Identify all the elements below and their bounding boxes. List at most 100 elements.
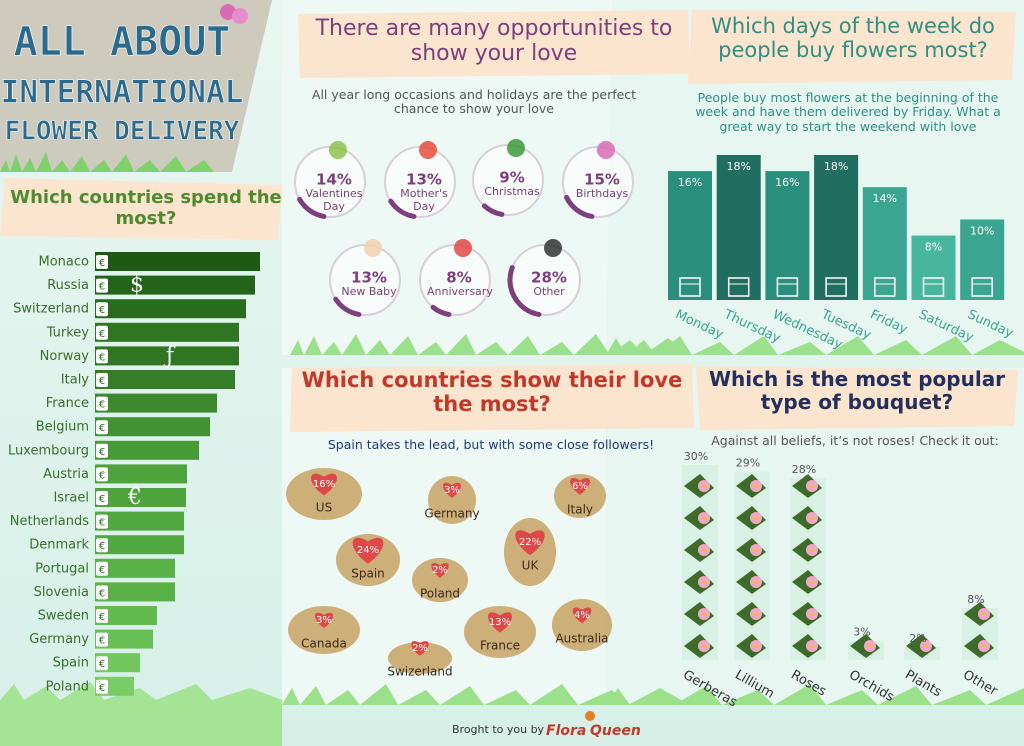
tag: €	[99, 494, 105, 505]
value-label: 28%	[531, 269, 567, 287]
chart-title: Which is the most popular type of bouque…	[708, 367, 1006, 414]
bar	[814, 155, 859, 300]
bar	[95, 558, 175, 578]
country-shape	[412, 558, 468, 602]
icon	[597, 141, 615, 159]
bar	[790, 478, 826, 660]
tag-bg	[96, 679, 108, 694]
tag: €	[99, 352, 105, 363]
value-label: 13%	[351, 269, 387, 287]
icon	[329, 141, 347, 159]
value-label: 4%	[574, 610, 590, 621]
heart	[570, 478, 590, 495]
ring-arc	[333, 296, 362, 317]
country-label: Canada	[301, 637, 347, 651]
heart	[314, 612, 334, 628]
country-label: Germany	[424, 507, 479, 521]
bar	[95, 606, 157, 625]
ring-arc	[564, 194, 595, 219]
bar	[95, 299, 246, 319]
value-label: 2%	[412, 643, 428, 654]
heart	[442, 482, 462, 498]
flower-center	[868, 644, 872, 648]
flower-center	[702, 484, 706, 488]
country-shape	[288, 606, 360, 654]
tag: €	[99, 636, 105, 647]
bar	[95, 393, 217, 413]
brand: Queen	[590, 723, 641, 739]
bar	[95, 535, 184, 555]
category-label: Mother's Day	[400, 187, 448, 213]
heart	[487, 612, 513, 633]
banner	[688, 10, 1016, 84]
tag: €	[99, 588, 105, 599]
y-tick-label: Norway	[40, 349, 90, 364]
country-label: Poland	[420, 587, 460, 601]
bar	[765, 171, 810, 300]
flower-center	[702, 644, 706, 648]
country-shape	[552, 599, 612, 651]
category-label: Anniversary	[427, 285, 493, 298]
tag: €	[99, 565, 105, 576]
tag-bg	[96, 420, 108, 435]
y-tick-label: Denmark	[29, 538, 89, 553]
tag: €	[99, 659, 105, 670]
calendar-icon	[971, 277, 993, 297]
bouquet-stack	[962, 602, 998, 660]
flower-center	[754, 516, 758, 520]
bar	[95, 582, 175, 602]
bar	[668, 171, 712, 300]
tag: €	[99, 400, 105, 411]
heart	[572, 607, 592, 624]
ring-arc	[481, 203, 505, 217]
flower-center	[982, 644, 986, 648]
country-shape	[428, 476, 476, 524]
chart-subtitle: All year long occasions and holidays are…	[311, 87, 637, 117]
value-label: 9%	[499, 169, 524, 187]
tag-bg	[96, 561, 108, 576]
value-label: 18%	[824, 160, 848, 173]
tag-bg	[96, 491, 108, 505]
calendar-icon	[727, 277, 750, 297]
y-tick-label: Sweden	[38, 609, 89, 624]
flower-center	[810, 548, 814, 552]
y-tick-label: Monaco	[39, 255, 90, 270]
value-label: 14%	[873, 192, 897, 205]
icon	[454, 239, 472, 257]
y-tick-label: Slovenia	[34, 585, 89, 600]
tag: €	[99, 329, 105, 340]
value-label: 8%	[967, 593, 984, 606]
tag-bg	[96, 514, 108, 529]
icon	[544, 239, 562, 257]
grass	[0, 682, 282, 746]
bouquet-stack	[848, 634, 884, 660]
tag-bg	[96, 255, 108, 269]
tag-bg	[96, 325, 108, 340]
tag: €	[99, 282, 105, 293]
calendar-icon	[874, 277, 896, 297]
bar	[95, 370, 235, 389]
bar	[95, 464, 187, 484]
tag-bg	[96, 656, 108, 671]
tag-bg	[96, 373, 108, 387]
flower-center	[754, 612, 758, 616]
value-label: 29%	[736, 457, 760, 470]
bar	[960, 219, 1005, 300]
bar	[95, 322, 239, 342]
tag-bg	[96, 278, 108, 293]
value-label: 22%	[519, 537, 541, 548]
bar	[95, 346, 239, 366]
grass	[606, 336, 1024, 355]
tag-bg	[96, 585, 108, 600]
y-tick-label: Turkey	[46, 325, 90, 340]
tag-bg	[96, 609, 108, 623]
bar	[95, 275, 255, 295]
bar	[95, 629, 153, 649]
tag-bg	[96, 632, 108, 647]
value-label: 24%	[357, 545, 379, 556]
banner	[298, 10, 690, 78]
flower-center	[810, 580, 814, 584]
bar	[734, 471, 770, 660]
